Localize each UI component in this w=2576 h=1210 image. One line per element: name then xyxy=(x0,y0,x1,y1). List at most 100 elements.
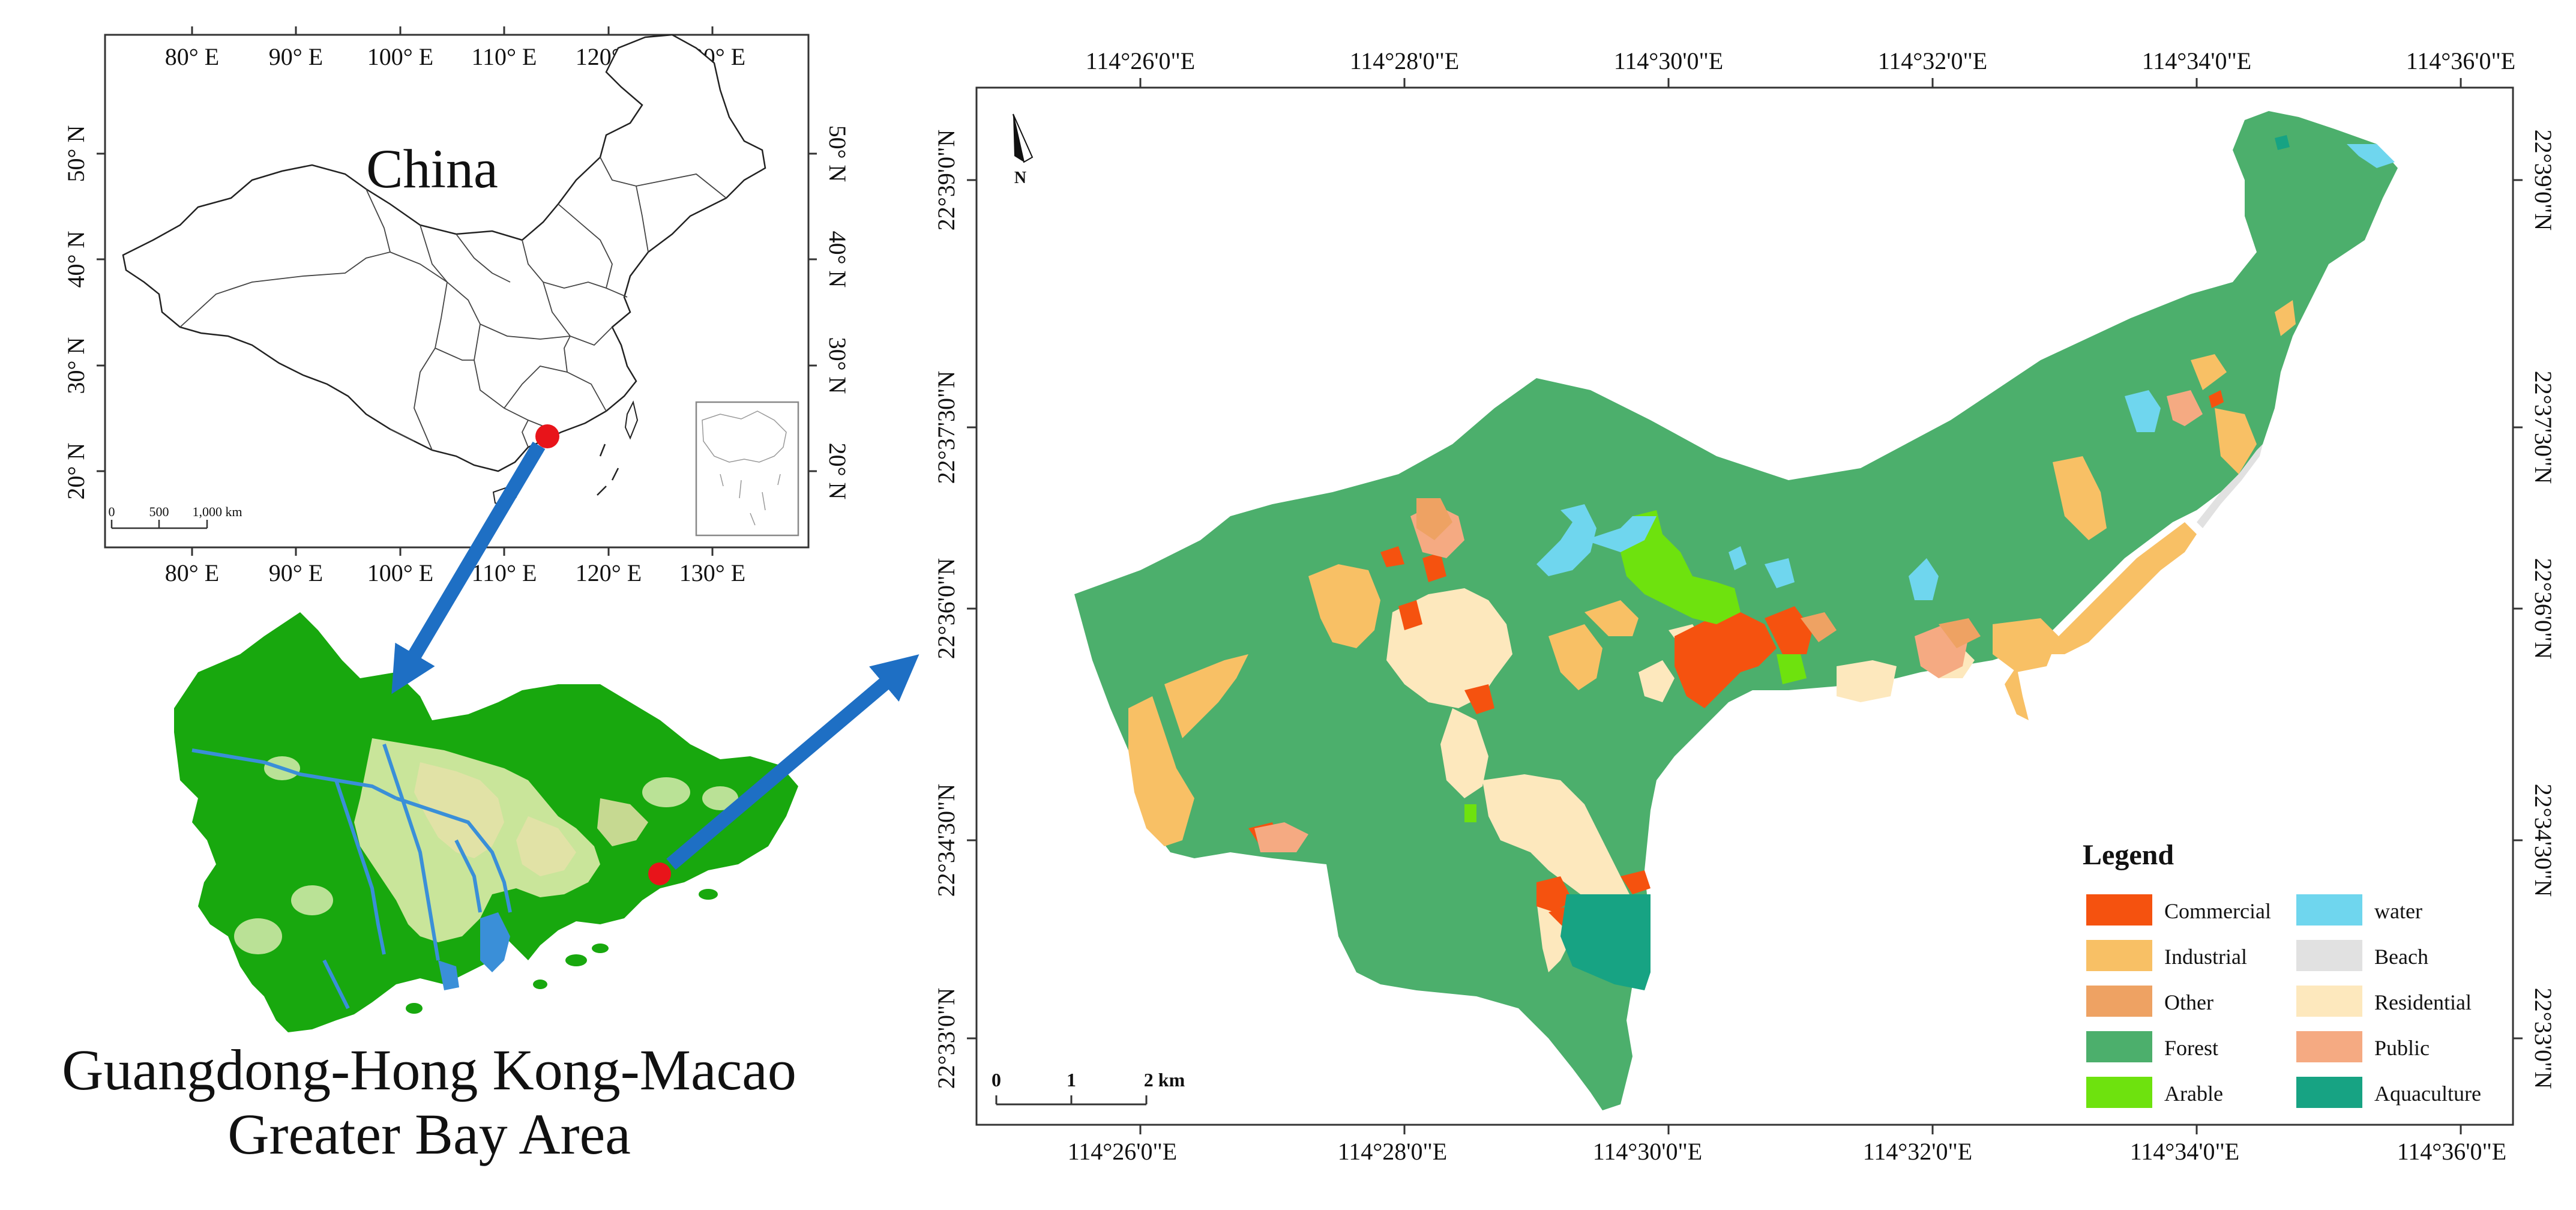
gba-light-patches xyxy=(234,756,738,954)
china-right-tick-label: 40° N xyxy=(824,231,851,288)
china-left-tick-label: 40° N xyxy=(62,231,89,288)
china-scale-label: 500 xyxy=(149,504,169,519)
china-top-tick-label: 90° E xyxy=(269,43,323,70)
legend-swatch xyxy=(2296,1031,2362,1062)
study-top-tick-label: 114°36'0"E xyxy=(2406,47,2515,74)
study-scale-label: 0 xyxy=(992,1069,1001,1091)
legend-label: Beach xyxy=(2374,945,2428,969)
china-bottom-tick-label: 120° E xyxy=(576,559,642,586)
legend-swatch xyxy=(2086,940,2152,971)
study-bottom-tick-label: 114°36'0"E xyxy=(2397,1138,2506,1165)
legend-swatch xyxy=(2086,1077,2152,1108)
study-left-tick-label: 22°34'30"N xyxy=(933,784,960,897)
legend: Legend Commercial water Industrial Beach Oth… xyxy=(2083,839,2481,1108)
inset-to-gba-arrow xyxy=(391,441,546,694)
gba-title-line1: Guangdong-Hong Kong-Macao xyxy=(62,1038,796,1102)
china-top-tick-label: 110° E xyxy=(472,43,537,70)
legend-swatch xyxy=(2086,1031,2152,1062)
other-areas xyxy=(1416,498,1981,648)
water-areas xyxy=(1536,144,2395,600)
china-top-tick-label: 80° E xyxy=(165,43,219,70)
legend-label: Residential xyxy=(2374,990,2472,1014)
study-top-tick-label: 114°28'0"E xyxy=(1350,47,1459,74)
china-inset: 80° E 90° E 100° E 110° E 120° E 130° E … xyxy=(62,26,851,586)
study-bottom-tick-label: 114°34'0"E xyxy=(2130,1138,2239,1165)
study-bottom-tick-label: 114°28'0"E xyxy=(1338,1138,1447,1165)
china-scale-bar: 0 500 1,000 km xyxy=(109,504,242,529)
gba-urban-patches xyxy=(414,762,648,876)
study-area-map: 114°26'0"E 114°28'0"E 114°30'0"E 114°32'… xyxy=(933,47,2557,1165)
study-top-tick-label: 114°30'0"E xyxy=(1614,47,1723,74)
study-left-tick-label: 22°33'0"N xyxy=(933,988,960,1089)
china-bottom-tick-label: 110° E xyxy=(472,559,537,586)
study-top-tick-label: 114°32'0"E xyxy=(1878,47,1987,74)
gba-title-line2: Greater Bay Area xyxy=(227,1102,631,1166)
china-bottom-tick-label: 100° E xyxy=(367,559,433,586)
china-left-tick-label: 20° N xyxy=(62,443,89,500)
china-top-tick-label: 100° E xyxy=(367,43,433,70)
gba-location-marker xyxy=(535,424,559,448)
china-scale-label: 1,000 km xyxy=(192,504,242,519)
china-right-tick-label: 20° N xyxy=(824,443,851,500)
south-china-sea-inset xyxy=(695,401,799,537)
legend-label: Other xyxy=(2164,990,2213,1014)
legend-swatch xyxy=(2086,894,2152,926)
legend-swatch xyxy=(2086,986,2152,1017)
gba-rivers xyxy=(191,744,512,1010)
sea-boundary-dashes xyxy=(597,444,619,496)
china-province-borders xyxy=(179,157,727,451)
legend-label: Aquaculture xyxy=(2374,1082,2481,1106)
beach-strip xyxy=(2197,444,2263,528)
study-top-tick-label: 114°26'0"E xyxy=(1086,47,1195,74)
study-bottom-tick-label: 114°32'0"E xyxy=(1863,1138,1972,1165)
study-top-tick-label: 114°34'0"E xyxy=(2142,47,2251,74)
legend-swatch xyxy=(2296,940,2362,971)
north-arrow: N xyxy=(1013,113,1034,187)
legend-label: Commercial xyxy=(2164,899,2271,923)
gba-estuary xyxy=(438,912,510,990)
legend-items: Commercial water Industrial Beach Other Resid… xyxy=(2086,894,2481,1108)
gba-to-study-area-arrow xyxy=(666,654,919,870)
study-scale-label: 1 xyxy=(1067,1069,1076,1091)
south-china-sea-inset-content xyxy=(702,411,787,526)
study-map-ticks xyxy=(967,78,2523,1134)
legend-swatch xyxy=(2296,986,2362,1017)
china-title: China xyxy=(366,138,498,199)
legend-swatch xyxy=(2296,894,2362,926)
china-bottom-tick-label: 80° E xyxy=(165,559,219,586)
study-scale-bar: 0 1 2 km xyxy=(992,1069,1185,1106)
taiwan-outline xyxy=(624,400,639,440)
legend-label: water xyxy=(2374,899,2422,923)
legend-label: Public xyxy=(2374,1036,2430,1060)
gba-islands xyxy=(406,889,718,1014)
china-outline xyxy=(122,34,766,472)
industrial-areas xyxy=(1128,300,2296,846)
gba-map: Guangdong-Hong Kong-Macao Greater Bay Ar… xyxy=(62,612,798,1166)
study-right-tick-label: 22°39'0"N xyxy=(2530,130,2557,230)
legend-title: Legend xyxy=(2083,839,2174,871)
legend-label: Industrial xyxy=(2164,945,2247,969)
china-bottom-tick-label: 90° E xyxy=(269,559,323,586)
china-left-tick-label: 50° N xyxy=(62,125,89,182)
study-right-tick-label: 22°33'0"N xyxy=(2530,988,2557,1089)
study-left-tick-label: 22°39'0"N xyxy=(933,130,960,230)
aquaculture-areas xyxy=(1560,135,2290,990)
study-left-tick-label: 22°37'30"N xyxy=(933,371,960,484)
china-bottom-tick-label: 130° E xyxy=(679,559,745,586)
study-bottom-tick-label: 114°30'0"E xyxy=(1593,1138,1702,1165)
arable-areas xyxy=(1464,510,1807,822)
study-bottom-tick-label: 114°26'0"E xyxy=(1068,1138,1177,1165)
north-label: N xyxy=(1014,169,1026,187)
china-left-tick-label: 30° N xyxy=(62,337,89,394)
china-inset-ticks xyxy=(97,26,817,556)
study-scale-label: 2 km xyxy=(1144,1069,1185,1091)
china-scale-label: 0 xyxy=(109,504,115,519)
study-right-tick-label: 22°36'0"N xyxy=(2530,558,2557,659)
study-right-tick-label: 22°37'30"N xyxy=(2530,371,2557,484)
legend-label: Forest xyxy=(2164,1036,2218,1060)
china-right-tick-label: 50° N xyxy=(824,125,851,182)
legend-label: Arable xyxy=(2164,1082,2223,1106)
study-area-marker xyxy=(648,862,671,885)
study-right-tick-label: 22°34'30"N xyxy=(2530,784,2557,897)
